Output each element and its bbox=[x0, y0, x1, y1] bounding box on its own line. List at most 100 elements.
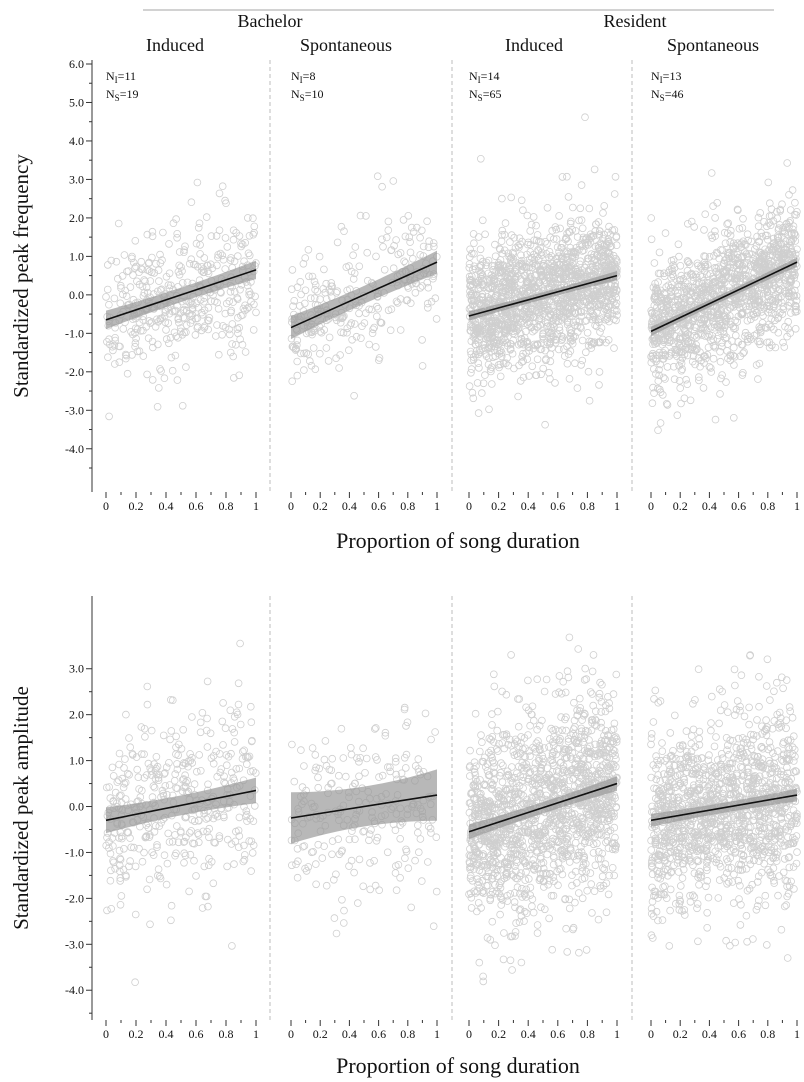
fit-line bbox=[290, 261, 438, 329]
data-point bbox=[219, 255, 228, 264]
data-point bbox=[171, 351, 180, 360]
data-point bbox=[481, 230, 489, 239]
data-point bbox=[783, 159, 791, 167]
data-point bbox=[711, 415, 720, 424]
data-point bbox=[216, 249, 225, 258]
data-point bbox=[179, 725, 188, 734]
data-point bbox=[131, 342, 139, 351]
data-point bbox=[181, 242, 189, 251]
data-point bbox=[185, 887, 193, 896]
y-tick-label: -2.0 bbox=[65, 365, 84, 379]
data-point bbox=[251, 292, 259, 301]
data-point bbox=[516, 240, 524, 249]
data-point bbox=[339, 328, 348, 337]
data-point bbox=[386, 326, 395, 335]
data-point bbox=[419, 242, 428, 251]
data-point bbox=[543, 204, 552, 212]
data-point bbox=[474, 350, 483, 359]
data-point bbox=[476, 245, 485, 254]
data-point bbox=[699, 384, 708, 392]
data-point bbox=[225, 325, 233, 334]
data-point bbox=[350, 391, 358, 400]
data-point bbox=[146, 920, 154, 929]
data-point bbox=[355, 309, 363, 318]
data-point bbox=[144, 288, 152, 297]
data-point bbox=[523, 211, 532, 220]
data-point bbox=[556, 224, 564, 233]
data-point bbox=[328, 754, 337, 763]
data-point bbox=[176, 309, 185, 317]
data-point bbox=[174, 314, 183, 323]
data-point bbox=[475, 747, 484, 756]
data-point bbox=[739, 215, 747, 223]
data-point bbox=[407, 903, 416, 912]
data-point bbox=[230, 738, 239, 746]
data-point bbox=[545, 253, 553, 262]
data-point bbox=[214, 304, 223, 313]
data-point bbox=[406, 299, 415, 308]
data-point bbox=[370, 856, 378, 865]
data-point bbox=[577, 361, 585, 369]
data-point bbox=[236, 639, 244, 648]
data-point bbox=[465, 260, 474, 268]
data-point bbox=[498, 778, 507, 786]
data-point bbox=[350, 269, 359, 278]
data-point bbox=[164, 319, 173, 327]
data-point bbox=[235, 371, 244, 380]
data-point bbox=[767, 205, 776, 213]
panel-bachelor-spontaneous: 0 0.2 0.4 0.6 0.8 1 bbox=[287, 703, 441, 1041]
x-tick-label: 0.4 bbox=[342, 499, 357, 513]
data-point bbox=[180, 248, 188, 257]
panel-title-bachelor-spontaneous: Spontaneous bbox=[300, 35, 392, 55]
y-tick-label: 2.0 bbox=[69, 708, 84, 722]
data-point bbox=[578, 224, 587, 233]
data-point bbox=[545, 914, 553, 923]
data-point bbox=[229, 298, 237, 306]
data-point bbox=[302, 867, 311, 875]
data-point bbox=[314, 840, 323, 849]
data-point bbox=[332, 929, 341, 938]
data-point bbox=[162, 335, 171, 343]
data-point bbox=[247, 718, 256, 726]
data-point bbox=[784, 317, 792, 326]
y-tick-label: 5.0 bbox=[69, 95, 84, 109]
data-point bbox=[243, 281, 252, 290]
data-point bbox=[152, 752, 161, 761]
data-point bbox=[574, 645, 582, 653]
data-point bbox=[341, 772, 350, 781]
data-point bbox=[363, 276, 372, 285]
data-point bbox=[529, 213, 538, 221]
data-point bbox=[321, 737, 330, 745]
data-point bbox=[131, 339, 140, 347]
data-point bbox=[249, 841, 258, 849]
data-point bbox=[202, 213, 211, 221]
data-point bbox=[198, 310, 207, 319]
data-point bbox=[495, 244, 504, 253]
data-point bbox=[157, 367, 165, 375]
data-point bbox=[209, 759, 218, 768]
data-point bbox=[187, 198, 196, 207]
data-point bbox=[677, 399, 685, 408]
x-tick-label: 0.6 bbox=[371, 1027, 386, 1041]
data-point bbox=[167, 281, 175, 290]
data-point bbox=[186, 319, 195, 327]
data-point bbox=[245, 251, 254, 260]
data-point bbox=[234, 679, 243, 688]
data-point bbox=[180, 314, 189, 322]
data-point bbox=[107, 866, 115, 875]
data-point bbox=[212, 332, 220, 340]
data-point bbox=[156, 365, 164, 373]
data-point bbox=[339, 919, 348, 927]
data-point bbox=[204, 269, 213, 278]
data-point bbox=[473, 279, 481, 287]
data-point bbox=[320, 755, 329, 764]
data-point bbox=[314, 783, 323, 792]
data-point bbox=[186, 850, 195, 859]
data-point bbox=[496, 268, 505, 277]
data-point bbox=[238, 240, 247, 249]
data-point bbox=[416, 283, 425, 292]
data-point bbox=[175, 248, 184, 256]
data-point bbox=[162, 880, 171, 889]
data-point bbox=[122, 354, 130, 363]
data-point bbox=[427, 829, 435, 837]
